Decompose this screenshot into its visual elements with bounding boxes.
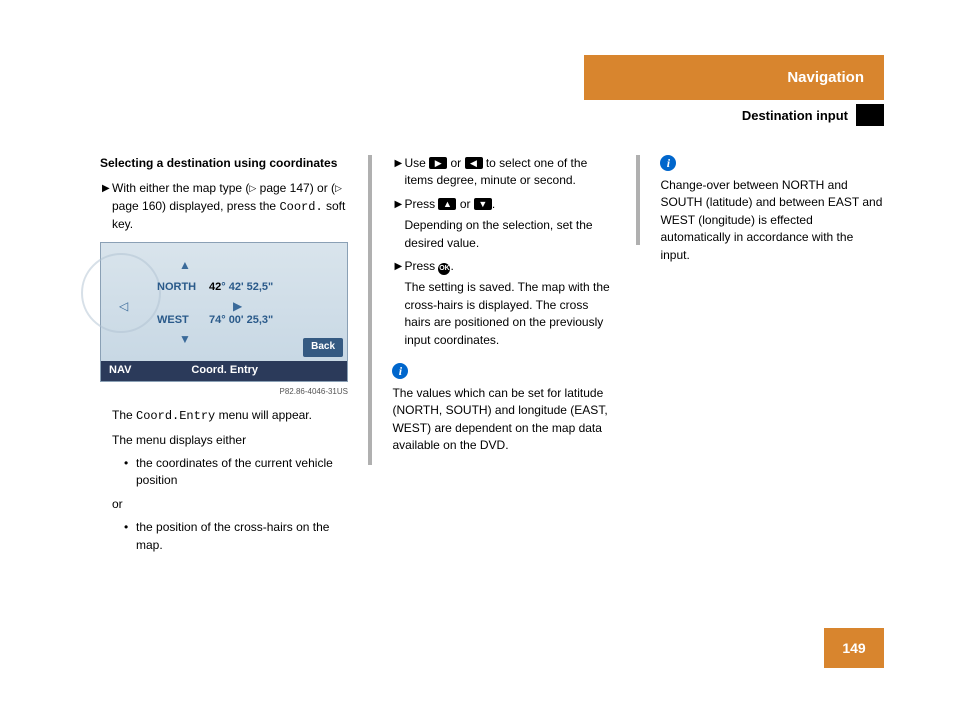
section-title: Selecting a destination using coordinate…	[100, 155, 348, 172]
up-key-icon: ▲	[438, 198, 456, 210]
text: With either the map type (	[112, 181, 249, 195]
info-icon: i	[660, 155, 676, 171]
text: .	[450, 259, 453, 273]
page-number: 149	[824, 628, 884, 668]
bullet-text: the position of the cross-hairs on the m…	[136, 519, 348, 554]
text: Press	[404, 197, 438, 211]
text: page 160) displayed, press the	[112, 199, 279, 213]
step-item: ▶ Press ▲ or ▼. Depending on the selecti…	[392, 196, 616, 252]
longitude-value: 74° 00' 25,3"	[209, 313, 273, 329]
step-body: Press ▲ or ▼. Depending on the selection…	[404, 196, 616, 252]
column-divider	[368, 155, 372, 465]
step-marker-icon: ▶	[394, 155, 404, 190]
west-label: WEST	[157, 313, 189, 329]
step-item: ▶ With either the map type ( ▷ page 147) …	[100, 180, 348, 233]
info-text: The values which can be set for latitude…	[392, 385, 616, 455]
column-3: i Change-over between NORTH and SOUTH (l…	[660, 155, 884, 560]
arrow-left-icon: ◁	[119, 298, 128, 315]
step-body: With either the map type ( ▷ page 147) or…	[112, 180, 348, 233]
north-label: NORTH	[157, 280, 196, 296]
column-2: ▶ Use ▶ or ◀ to select one of the items …	[392, 155, 616, 560]
ok-key-icon: OK	[438, 263, 450, 275]
text: Use	[404, 156, 429, 170]
step-marker-icon: ▶	[394, 258, 404, 349]
softkey-label: Coord.	[279, 200, 322, 214]
text-line: The Coord.Entry menu will appear.	[100, 407, 348, 425]
step-body: Press OK. The setting is saved. The map …	[404, 258, 616, 349]
header-bar: Navigation	[584, 55, 884, 100]
text: .	[492, 197, 495, 211]
bullet-item: • the coordinates of the current vehicle…	[124, 455, 348, 490]
text-line: The menu displays either	[100, 432, 348, 449]
content-columns: Selecting a destination using coordinate…	[100, 155, 884, 560]
coord-entry-label: Coord. Entry	[191, 363, 258, 379]
bullet-list: • the coordinates of the current vehicle…	[100, 455, 348, 490]
text: Depending on the selection, set the desi…	[404, 218, 592, 249]
sub-header: Destination input	[584, 100, 884, 130]
lat-rest: ° 42' 52,5"	[221, 281, 273, 293]
text: or	[456, 197, 473, 211]
page-ref-icon: ▷	[335, 183, 342, 193]
nav-label: NAV	[101, 363, 131, 379]
bullet-icon: •	[124, 519, 136, 554]
step-item: ▶ Press OK. The setting is saved. The ma…	[392, 258, 616, 349]
text: page 147) or (	[256, 181, 335, 195]
header-black-box	[856, 104, 884, 126]
menu-name: Coord.Entry	[136, 409, 215, 423]
latitude-value: 42° 42' 52,5"	[209, 280, 273, 296]
column-1: Selecting a destination using coordinate…	[100, 155, 348, 560]
step-item: ▶ Use ▶ or ◀ to select one of the items …	[392, 155, 616, 190]
info-text: Change-over between NORTH and SOUTH (lat…	[660, 177, 884, 264]
coord-entry-screenshot: ▲ ◁ ▶ ▼ NORTH WEST 42° 42' 52,5" 74° 00'…	[100, 242, 348, 382]
lat-degree: 42	[209, 281, 221, 293]
column-divider	[636, 155, 640, 245]
text: The setting is saved. The map with the c…	[404, 280, 609, 346]
left-key-icon: ◀	[465, 157, 483, 169]
bullet-icon: •	[124, 455, 136, 490]
step-body: Use ▶ or ◀ to select one of the items de…	[404, 155, 616, 190]
image-caption: P82.86-4046-31US	[100, 386, 348, 398]
step-marker-icon: ▶	[102, 180, 112, 233]
header-title: Navigation	[787, 69, 864, 86]
info-icon: i	[392, 363, 408, 379]
bullet-text: the coordinates of the current vehicle p…	[136, 455, 348, 490]
sub-header-text: Destination input	[742, 108, 848, 123]
page-number-text: 149	[842, 640, 865, 656]
step-marker-icon: ▶	[394, 196, 404, 252]
text: Press	[404, 259, 438, 273]
text: The	[112, 408, 136, 422]
text: or	[447, 156, 464, 170]
back-button: Back	[303, 338, 343, 357]
bullet-item: • the position of the cross-hairs on the…	[124, 519, 348, 554]
arrow-down-icon: ▼	[179, 331, 191, 348]
compass-icon	[81, 253, 161, 333]
bullet-list: • the position of the cross-hairs on the…	[100, 519, 348, 554]
or-text: or	[100, 496, 348, 513]
down-key-icon: ▼	[474, 198, 492, 210]
arrow-up-icon: ▲	[179, 257, 191, 274]
text: menu will appear.	[215, 408, 312, 422]
right-key-icon: ▶	[429, 157, 447, 169]
nav-bar: NAV Coord. Entry	[101, 361, 347, 381]
